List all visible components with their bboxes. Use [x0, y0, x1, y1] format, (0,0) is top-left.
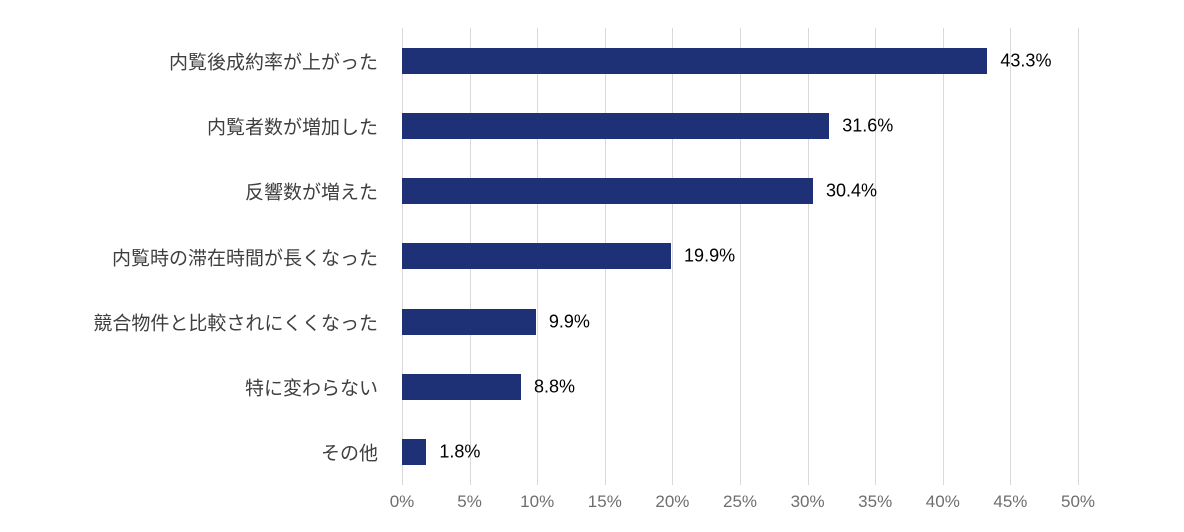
category-label: 特に変わらない [244, 378, 378, 400]
category-label: 内覧時の滞在時間が長くなった [111, 248, 378, 269]
category-label: 反響数が増えた [244, 182, 378, 204]
bar [402, 47, 988, 74]
x-axis-tick-label: 30% [790, 492, 825, 511]
value-label: 31.6% [842, 115, 894, 136]
bar-row: 19.9% [402, 224, 1078, 289]
x-axis-tick-label: 20% [655, 492, 690, 511]
x-axis-tick-label: 35% [858, 492, 893, 511]
x-axis-tick-label: 0% [389, 492, 415, 511]
gridline [1078, 28, 1079, 485]
bar-row: 8.8% [402, 354, 1078, 419]
category-label: その他 [320, 443, 378, 465]
category-label: 内覧者数が増加した [206, 117, 378, 139]
gridline [807, 28, 809, 485]
bar [402, 243, 672, 270]
gridline [875, 28, 877, 485]
gridline [942, 28, 944, 485]
value-label: 1.8% [439, 441, 481, 462]
bar-row: 9.9% [402, 289, 1078, 354]
x-axis-tick-label: 45% [993, 492, 1028, 511]
gridline [672, 28, 674, 485]
x-axis-tick-label: 40% [925, 492, 960, 511]
bar-row: 43.3% [402, 28, 1078, 93]
category-labels-area: 内覧後成約率が上がった内覧者数が増加した反響数が増えた内覧時の滞在時間が長くなっ… [0, 28, 390, 485]
value-label: 30.4% [826, 180, 878, 201]
bar [402, 178, 813, 205]
x-axis-tick-label: 25% [722, 492, 758, 511]
bar [402, 439, 427, 466]
bar [402, 308, 536, 335]
bar [402, 374, 521, 401]
x-axis: 0% 5% 10% 15% 20% 25% 30% 35% 40% 45% 50% [0, 492, 1184, 522]
bar-row: 30.4% [402, 159, 1078, 224]
value-label: 43.3% [1000, 50, 1052, 71]
value-label: 19.9% [684, 245, 736, 266]
value-label: 9.9% [548, 311, 590, 332]
x-axis-tick-label: 10% [520, 492, 555, 511]
x-axis-tick-label: 5% [457, 492, 482, 511]
bar [402, 112, 830, 139]
bar-row: 1.8% [402, 420, 1078, 485]
category-label: 競合物件と比較されにくくなった [93, 313, 378, 335]
category-label: 内覧後成約率が上がった [168, 52, 378, 74]
gridline [1010, 28, 1012, 485]
value-label: 8.8% [533, 376, 575, 397]
gridline [740, 28, 741, 485]
plot-area: 43.3% 31.6% 30.4% 19.9% 9.9% 8.8% 1.8% [402, 28, 1079, 485]
bar-row: 31.6% [402, 93, 1078, 158]
x-axis-tick-label: 50% [1060, 492, 1096, 511]
x-axis-tick-label: 15% [587, 492, 622, 511]
